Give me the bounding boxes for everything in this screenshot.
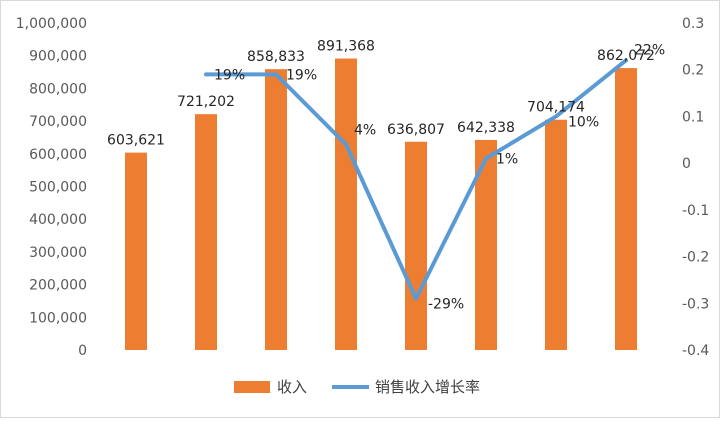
revenue-bar: [545, 119, 567, 350]
revenue-data-label: 603,621: [107, 133, 165, 149]
revenue-data-label: 636,807: [387, 122, 445, 138]
left-tick-label: 700,000: [29, 114, 87, 130]
right-tick-label: -0.3: [682, 296, 709, 312]
right-tick-label: 0.2: [682, 63, 704, 79]
growth-data-label: 4%: [354, 122, 376, 138]
revenue-data-label: 642,338: [457, 120, 515, 136]
revenue-data-label: 704,174: [527, 100, 585, 116]
revenue-bar: [265, 69, 287, 350]
left-tick-label: 300,000: [29, 245, 87, 261]
revenue-bar: [335, 58, 357, 350]
left-tick-label: 1,000,000: [16, 16, 87, 32]
revenue-data-labels: 603,621 721,202 858,833 891,368 636,807 642,3…: [107, 39, 655, 149]
right-tick-label: -0.4: [682, 343, 709, 359]
left-tick-label: 900,000: [29, 49, 87, 65]
right-tick-label: -0.1: [682, 203, 709, 219]
left-tick-label: 0: [78, 343, 87, 359]
revenue-bar: [475, 139, 497, 350]
revenue-bar: [615, 68, 637, 351]
revenue-data-label: 858,833: [247, 49, 305, 65]
revenue-bar: [405, 141, 427, 350]
legend-label-growth: 销售收入增长率: [375, 378, 480, 396]
legend-swatch-revenue: [234, 381, 270, 393]
growth-data-label: 19%: [214, 67, 245, 83]
legend-label-revenue: 收入: [277, 378, 307, 396]
growth-data-label: -29%: [428, 297, 464, 313]
revenue-bar: [125, 152, 147, 350]
left-tick-label: 200,000: [29, 278, 87, 294]
left-tick-label: 500,000: [29, 180, 87, 196]
growth-line: [204, 58, 628, 301]
growth-data-label: 10%: [568, 114, 599, 130]
left-tick-label: 100,000: [29, 310, 87, 326]
revenue-bars: [125, 58, 637, 351]
growth-line-layer: [204, 58, 628, 301]
growth-data-label: 1%: [496, 151, 518, 167]
revenue-bar: [195, 114, 217, 350]
right-tick-label: 0: [682, 156, 691, 172]
left-tick-label: 600,000: [29, 147, 87, 163]
growth-data-label: 19%: [286, 67, 317, 83]
left-tick-label: 800,000: [29, 81, 87, 97]
legend: 收入 销售收入增长率: [234, 378, 480, 396]
revenue-data-label: 862,072: [597, 48, 655, 64]
right-tick-label: -0.2: [682, 250, 709, 266]
growth-data-labels: 19% 19% 4% -29% 1% 10% 22%: [214, 42, 665, 312]
revenue-data-label: 721,202: [177, 94, 235, 110]
left-tick-label: 400,000: [29, 212, 87, 228]
growth-data-label: 22%: [634, 42, 665, 58]
right-axis-ticks: -0.4 -0.3 -0.2 -0.1 0 0.1 0.2 0.3: [682, 16, 709, 359]
right-tick-label: 0.3: [682, 16, 704, 32]
revenue-data-label: 891,368: [317, 39, 375, 55]
left-axis-ticks: 0 100,000 200,000 300,000 400,000 500,000 600,…: [16, 16, 87, 359]
right-tick-label: 0.1: [682, 109, 704, 125]
